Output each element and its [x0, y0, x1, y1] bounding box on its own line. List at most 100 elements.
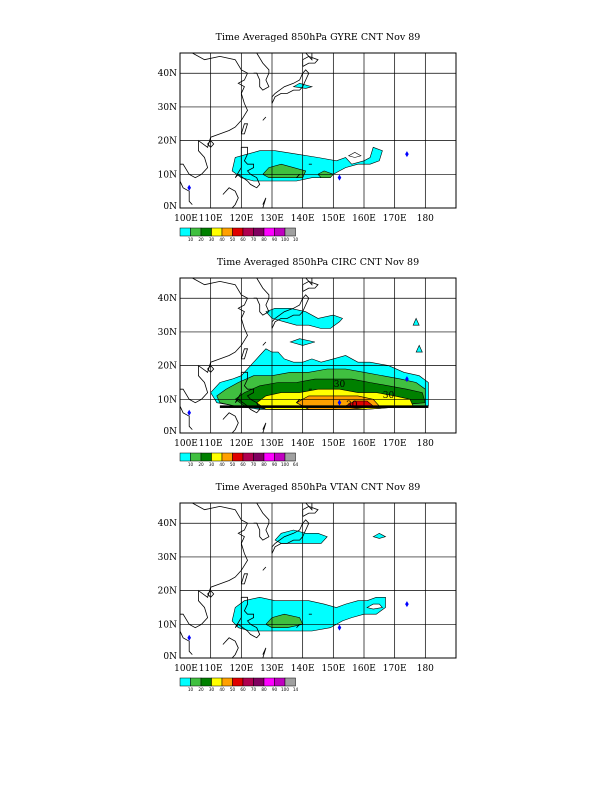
lat-tick-label: 10N — [158, 170, 177, 180]
colorbar-swatch — [211, 227, 223, 237]
colorbar-label: 80 — [261, 462, 267, 467]
colorbar-label: 60 — [240, 237, 246, 242]
lat-tick-label: 40N — [158, 294, 177, 304]
colorbar-label: 14 — [293, 687, 299, 692]
storm-marker-icon — [337, 174, 342, 181]
lon-tick-label: 130E — [260, 439, 284, 449]
colorbar-swatch — [253, 452, 265, 462]
lat-tick-label: 20N — [158, 587, 177, 597]
coastline — [262, 647, 267, 658]
plot-frame — [179, 277, 457, 434]
lon-tick-label: 150E — [321, 664, 345, 674]
colorbar-swatch — [263, 452, 275, 462]
lat-tick-label: 0N — [163, 427, 177, 437]
colorbar-swatch — [242, 227, 254, 237]
colorbar-label: 30 — [209, 237, 215, 242]
storm-marker-icon — [337, 624, 342, 631]
colorbar-label: 90 — [272, 237, 278, 242]
colorbar-swatch — [263, 227, 275, 237]
colorbar-label: 70 — [251, 687, 257, 692]
lon-tick-label: 170E — [383, 664, 407, 674]
colorbar-swatch — [221, 452, 233, 462]
colorbar-swatch — [211, 452, 223, 462]
lat-tick-label: 0N — [163, 202, 177, 212]
colorbar-swatch — [253, 227, 265, 237]
colorbar-label: 70 — [251, 237, 257, 242]
colorbar-swatch — [179, 227, 191, 237]
panel-title: Time Averaged 850hPa CIRC CNT Nov 89 — [216, 257, 420, 268]
coastline — [296, 174, 300, 178]
colorbar-swatch — [232, 227, 244, 237]
colorbar-swatch — [190, 452, 202, 462]
lat-tick-label: 30N — [158, 553, 177, 563]
map-panel-1: 40N 30N 20N 10N 0N 100E 110E 120E 130E 140E 150E 16… — [158, 52, 457, 242]
lon-tick-label: 180 — [417, 439, 434, 449]
colorbar-label: 10 — [188, 237, 194, 242]
storm-marker-icon — [187, 634, 191, 641]
lat-tick-label: 40N — [158, 69, 177, 79]
colorbar-swatch — [232, 677, 244, 687]
colorbar-swatch — [284, 452, 296, 462]
colorbar-label: 20 — [198, 687, 204, 692]
colorbar-label: 20 — [198, 237, 204, 242]
coastlines — [180, 53, 319, 208]
lon-tick-label: 180 — [417, 664, 434, 674]
storm-marker-icon — [405, 601, 409, 608]
lon-tick-label: 150E — [321, 214, 345, 224]
lon-tick-label: 140E — [291, 214, 315, 224]
colorbar-swatch — [190, 227, 202, 237]
lon-tick-label: 100E — [174, 439, 198, 449]
lon-tick-label: 140E — [291, 439, 315, 449]
lat-tick-label: 40N — [158, 519, 177, 529]
coastline — [262, 566, 267, 571]
lon-tick-label: 110E — [199, 214, 223, 224]
colorbar-label: 80 — [261, 687, 267, 692]
colorbar-swatch — [179, 452, 191, 462]
map-panel-3: 40N 30N 20N 10N 0N 100E 110E 120E 130E 140E 150E 16… — [158, 502, 457, 692]
lon-tick-label: 150E — [321, 439, 345, 449]
colorbar-swatch — [221, 677, 233, 687]
lat-tick-label: 20N — [158, 137, 177, 147]
colorbar-label: 100 — [281, 687, 289, 692]
coastline — [240, 348, 249, 360]
coastline — [305, 53, 313, 61]
contour-region-10 — [372, 532, 387, 539]
colorbar-swatch — [211, 677, 223, 687]
lat-tick-label: 30N — [158, 103, 177, 113]
grid — [180, 53, 456, 208]
storm-marker-icon — [405, 376, 409, 383]
coastline — [262, 341, 267, 346]
coastline — [234, 371, 261, 414]
coastline — [296, 399, 300, 403]
plot-frame — [179, 52, 457, 209]
colorbar-swatch — [221, 227, 233, 237]
lon-tick-label: 140E — [291, 664, 315, 674]
colorbar-label: 90 — [272, 462, 278, 467]
field-gap — [347, 152, 362, 158]
coastline — [222, 187, 239, 208]
coastline — [180, 53, 249, 179]
coastline — [222, 637, 239, 658]
colorbar-label: 50 — [230, 687, 236, 692]
lon-tick-label: 170E — [383, 214, 407, 224]
lat-tick-label: 10N — [158, 395, 177, 405]
coastline — [296, 624, 300, 628]
edge-band — [219, 405, 429, 408]
shaded-field — [231, 529, 387, 632]
lon-tick-label: 180 — [417, 214, 434, 224]
coastline — [180, 503, 249, 629]
contour-label: 30 — [334, 380, 346, 390]
colorbar-swatch — [200, 227, 212, 237]
colorbar-swatch — [242, 452, 254, 462]
lon-tick-label: 130E — [260, 664, 284, 674]
coastline — [262, 116, 267, 121]
colorbar-swatch — [200, 452, 212, 462]
colorbar-label: 40 — [219, 687, 225, 692]
lon-tick-label: 110E — [199, 664, 223, 674]
coastline — [180, 630, 193, 655]
colorbar-swatch — [263, 677, 275, 687]
lon-tick-label: 100E — [174, 214, 198, 224]
colorbar-swatch — [274, 677, 286, 687]
contour-region-10 — [415, 344, 423, 353]
colorbar-swatch — [284, 677, 296, 687]
